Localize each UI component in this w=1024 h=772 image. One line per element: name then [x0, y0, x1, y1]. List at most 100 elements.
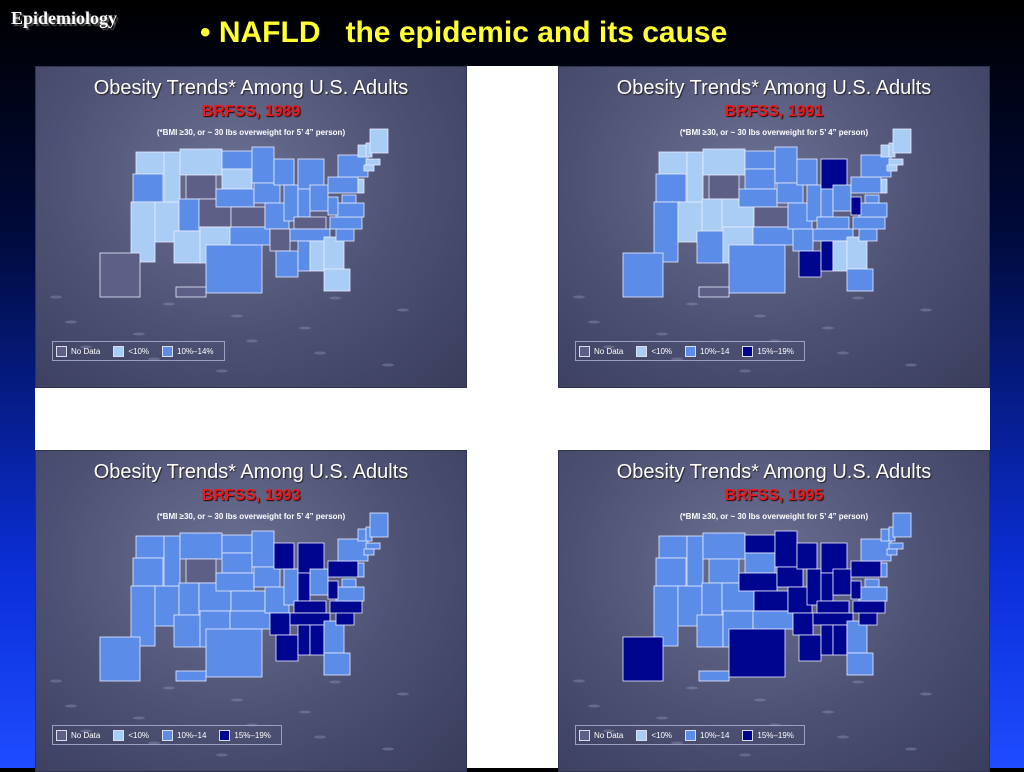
state-oh [309, 184, 329, 212]
state-la [275, 250, 299, 278]
background-speck [314, 351, 326, 355]
panel-title: Obesity Trends* Among U.S. Adults [616, 77, 932, 99]
state-nd [221, 534, 253, 554]
state-md [341, 578, 357, 588]
state-ms [297, 624, 311, 656]
legend-swatch [56, 729, 67, 741]
state-wy [185, 558, 217, 584]
state-or [655, 173, 687, 203]
background-speck [754, 698, 766, 702]
state-mi [297, 158, 325, 190]
legend-label: No Data [594, 730, 624, 740]
state-ms [297, 240, 311, 272]
state-or [132, 557, 164, 587]
background-speck [329, 296, 341, 300]
background-speck [299, 710, 311, 714]
state-wa [135, 535, 165, 559]
background-speck [216, 369, 228, 373]
state-vt [880, 528, 890, 542]
state-hi [175, 286, 207, 298]
state-nd [744, 150, 776, 170]
state-mt [702, 148, 746, 176]
map-panel-1991: Obesity Trends* Among U.S. Adults BRFSS,… [558, 66, 990, 388]
state-mi [820, 542, 848, 574]
state-az [696, 230, 724, 264]
panel-title: Obesity Trends* Among U.S. Adults [616, 461, 932, 483]
state-ne [215, 572, 255, 592]
state-in [297, 188, 311, 218]
state-ny [860, 538, 892, 562]
background-speck [133, 716, 145, 720]
legend-label: 10%–14% [177, 346, 214, 356]
state-id [686, 535, 704, 587]
state-al [832, 240, 848, 272]
state-nj [880, 178, 888, 194]
state-ct [363, 164, 375, 172]
state-mt [179, 532, 223, 560]
background-speck [65, 704, 77, 708]
state-md [864, 578, 880, 588]
state-id [686, 151, 704, 203]
state-ia [253, 182, 281, 204]
state-in [297, 572, 311, 602]
state-wy [708, 174, 740, 200]
state-ny [337, 154, 369, 178]
background-speck [822, 326, 834, 330]
legend-swatch [219, 729, 231, 741]
state-ok [752, 610, 794, 630]
background-speck [148, 357, 160, 361]
background-speck [148, 741, 160, 745]
panel-note: (*BMI ≥30, or ~ 30 lbs overweight for 5’… [679, 128, 869, 137]
state-vt [880, 144, 890, 158]
panel-note: (*BMI ≥30, or ~ 30 lbs overweight for 5’… [156, 128, 346, 137]
state-ny [860, 154, 892, 178]
legend-swatch [162, 729, 174, 741]
background-speck [231, 698, 243, 702]
state-fl [323, 652, 351, 676]
state-oh [832, 184, 852, 212]
state-nc [852, 216, 886, 230]
state-mt [702, 532, 746, 560]
background-speck [656, 332, 668, 336]
state-wi [273, 158, 295, 186]
legend-swatch [685, 729, 697, 741]
state-il [283, 568, 299, 606]
state-ak [99, 252, 141, 298]
state-tx [205, 244, 263, 294]
state-nc [852, 600, 886, 614]
state-la [798, 250, 822, 278]
background-speck [382, 363, 394, 367]
legend-swatch [742, 345, 754, 357]
legend-label: 15%–19% [757, 346, 794, 356]
state-wy [708, 558, 740, 584]
state-nj [880, 562, 888, 578]
background-speck [397, 692, 409, 696]
state-al [832, 624, 848, 656]
state-ok [752, 226, 794, 246]
background-speck [50, 295, 62, 299]
state-wy [185, 174, 217, 200]
map-legend: No Data <10% 10%–14 15%–19% [575, 341, 805, 361]
state-nd [744, 534, 776, 554]
state-md [341, 194, 357, 204]
state-az [696, 614, 724, 648]
background-speck [573, 679, 585, 683]
state-ky [816, 216, 850, 230]
state-id [163, 535, 181, 587]
state-ks [230, 590, 266, 612]
us-obesity-map [573, 128, 932, 373]
state-nj [357, 178, 365, 194]
background-speck [133, 332, 145, 336]
legend-swatch [113, 729, 125, 741]
us-obesity-map [50, 512, 409, 757]
panel-subtitle: BRFSS, 1989 [201, 103, 301, 120]
background-speck [905, 747, 917, 751]
state-id [163, 151, 181, 203]
state-oh [309, 568, 329, 596]
legend-swatch [162, 345, 174, 357]
map-legend: No Data <10% 10%–14% [52, 341, 225, 361]
state-sd [744, 168, 776, 190]
background-speck [837, 351, 849, 355]
legend-swatch [636, 729, 648, 741]
state-me [369, 128, 389, 154]
